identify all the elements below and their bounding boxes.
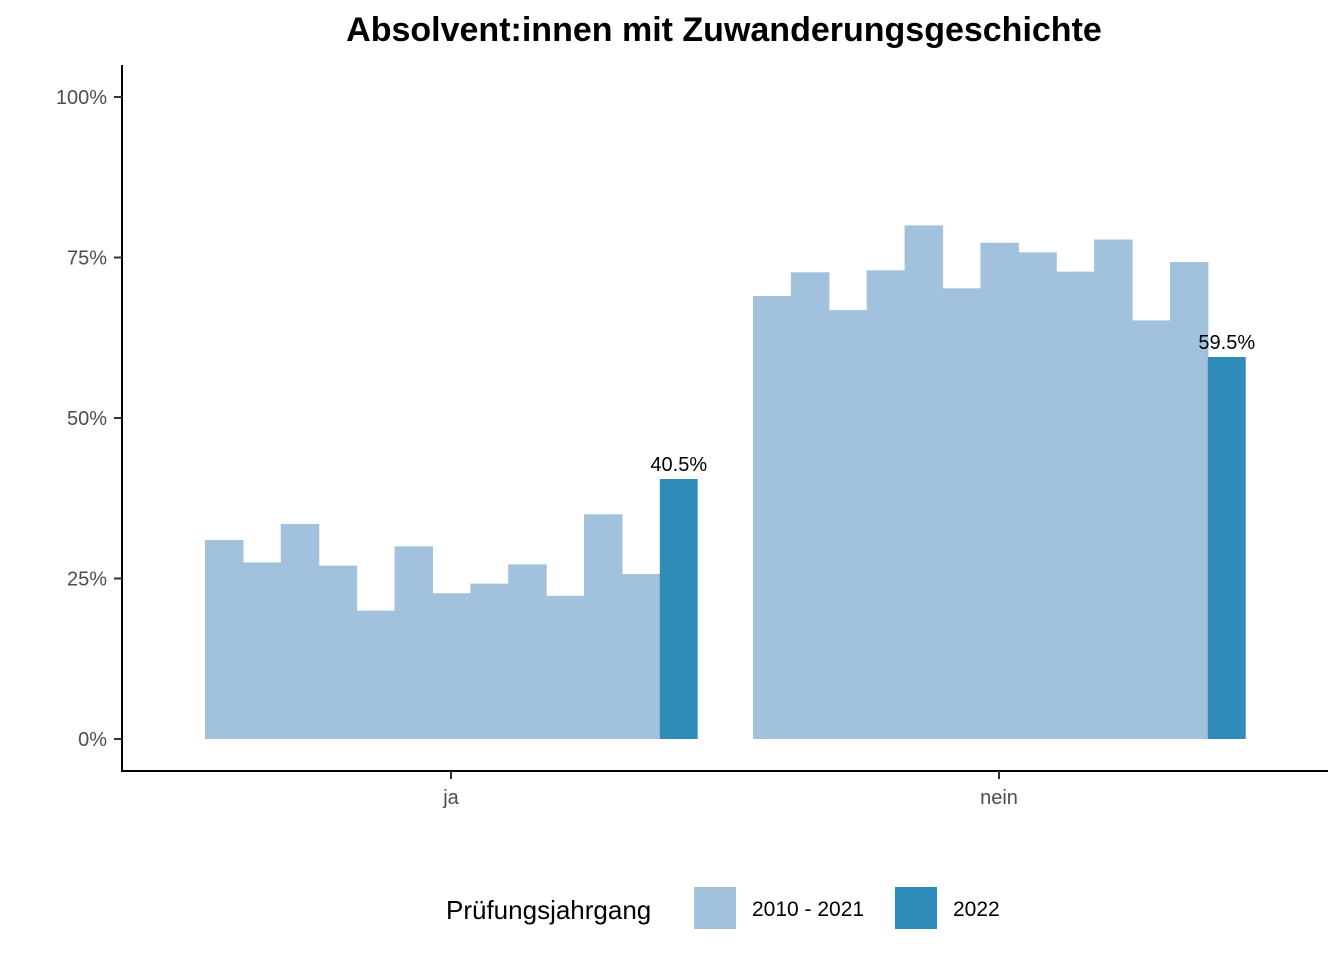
legend-swatch-2010-2021 [694,887,736,929]
y-tick-label: 100% [56,87,107,109]
bar-nein-2010-2021-2 [790,272,830,739]
y-axis: 0% 25% 50% 75% 100% [56,87,122,751]
bar-ja-2010-2021-9 [508,564,547,739]
bar-nein-2010-2021-8 [1018,252,1057,739]
bar-nein-2010-2021-3 [828,310,868,739]
x-tick-label-ja: ja [442,787,459,809]
bar-ja-2010-2021-12 [621,574,661,739]
bar-nein-2010-2021-6 [942,288,981,739]
legend-label-2022: 2022 [953,898,1000,921]
bar-ja-2010-2021-6 [394,546,433,739]
legend-swatch-2022 [895,887,937,929]
y-tick-label: 75% [67,248,107,270]
y-tick-label: 25% [67,569,107,591]
bar-ja-2010-2021-4 [318,565,358,739]
bar-nein-2010-2021-10 [1094,239,1133,740]
bar-ja-2010-2021-5 [356,610,396,739]
bar-nein-2010-2021-7 [980,242,1019,739]
y-tick-label: 50% [67,408,107,430]
bar-ja-2010-2021-1 [205,539,244,739]
bar-ja-2010-2021-10 [546,595,585,739]
bar-nein-2010-2021-1 [753,296,792,739]
bar-ja-2010-2021-8 [470,583,509,739]
bar-nein-2010-2021-9 [1056,271,1095,739]
x-tick-label-nein: nein [980,787,1018,809]
bar-nein-2010-2021-4 [866,270,906,739]
bar-nein-2010-2021-11 [1132,320,1171,739]
legend-title: Prüfungsjahrgang [446,895,651,925]
bars-group [205,225,1246,740]
data-label-nein-2022: 59.5% [1198,332,1255,354]
data-label-ja-2022: 40.5% [650,454,707,476]
x-axis: ja nein [442,771,1018,809]
bar-nein-2010-2021-12 [1169,261,1209,739]
bar-ja-2022 [659,478,698,739]
bar-ja-2010-2021-11 [584,514,623,739]
legend: Prüfungsjahrgang 2010 - 2021 2022 [446,887,1000,929]
bar-ja-2010-2021-2 [242,562,282,739]
y-tick-label: 0% [78,729,107,751]
data-labels-group: 40.5% 59.5% [650,332,1255,476]
chart-title: Absolvent:innen mit Zuwanderungsgeschich… [346,11,1102,49]
bar-ja-2010-2021-7 [432,593,471,739]
legend-label-2010-2021: 2010 - 2021 [752,898,864,921]
bar-ja-2010-2021-3 [280,523,320,739]
bar-nein-2022 [1207,357,1246,739]
bar-nein-2010-2021-5 [904,225,944,739]
